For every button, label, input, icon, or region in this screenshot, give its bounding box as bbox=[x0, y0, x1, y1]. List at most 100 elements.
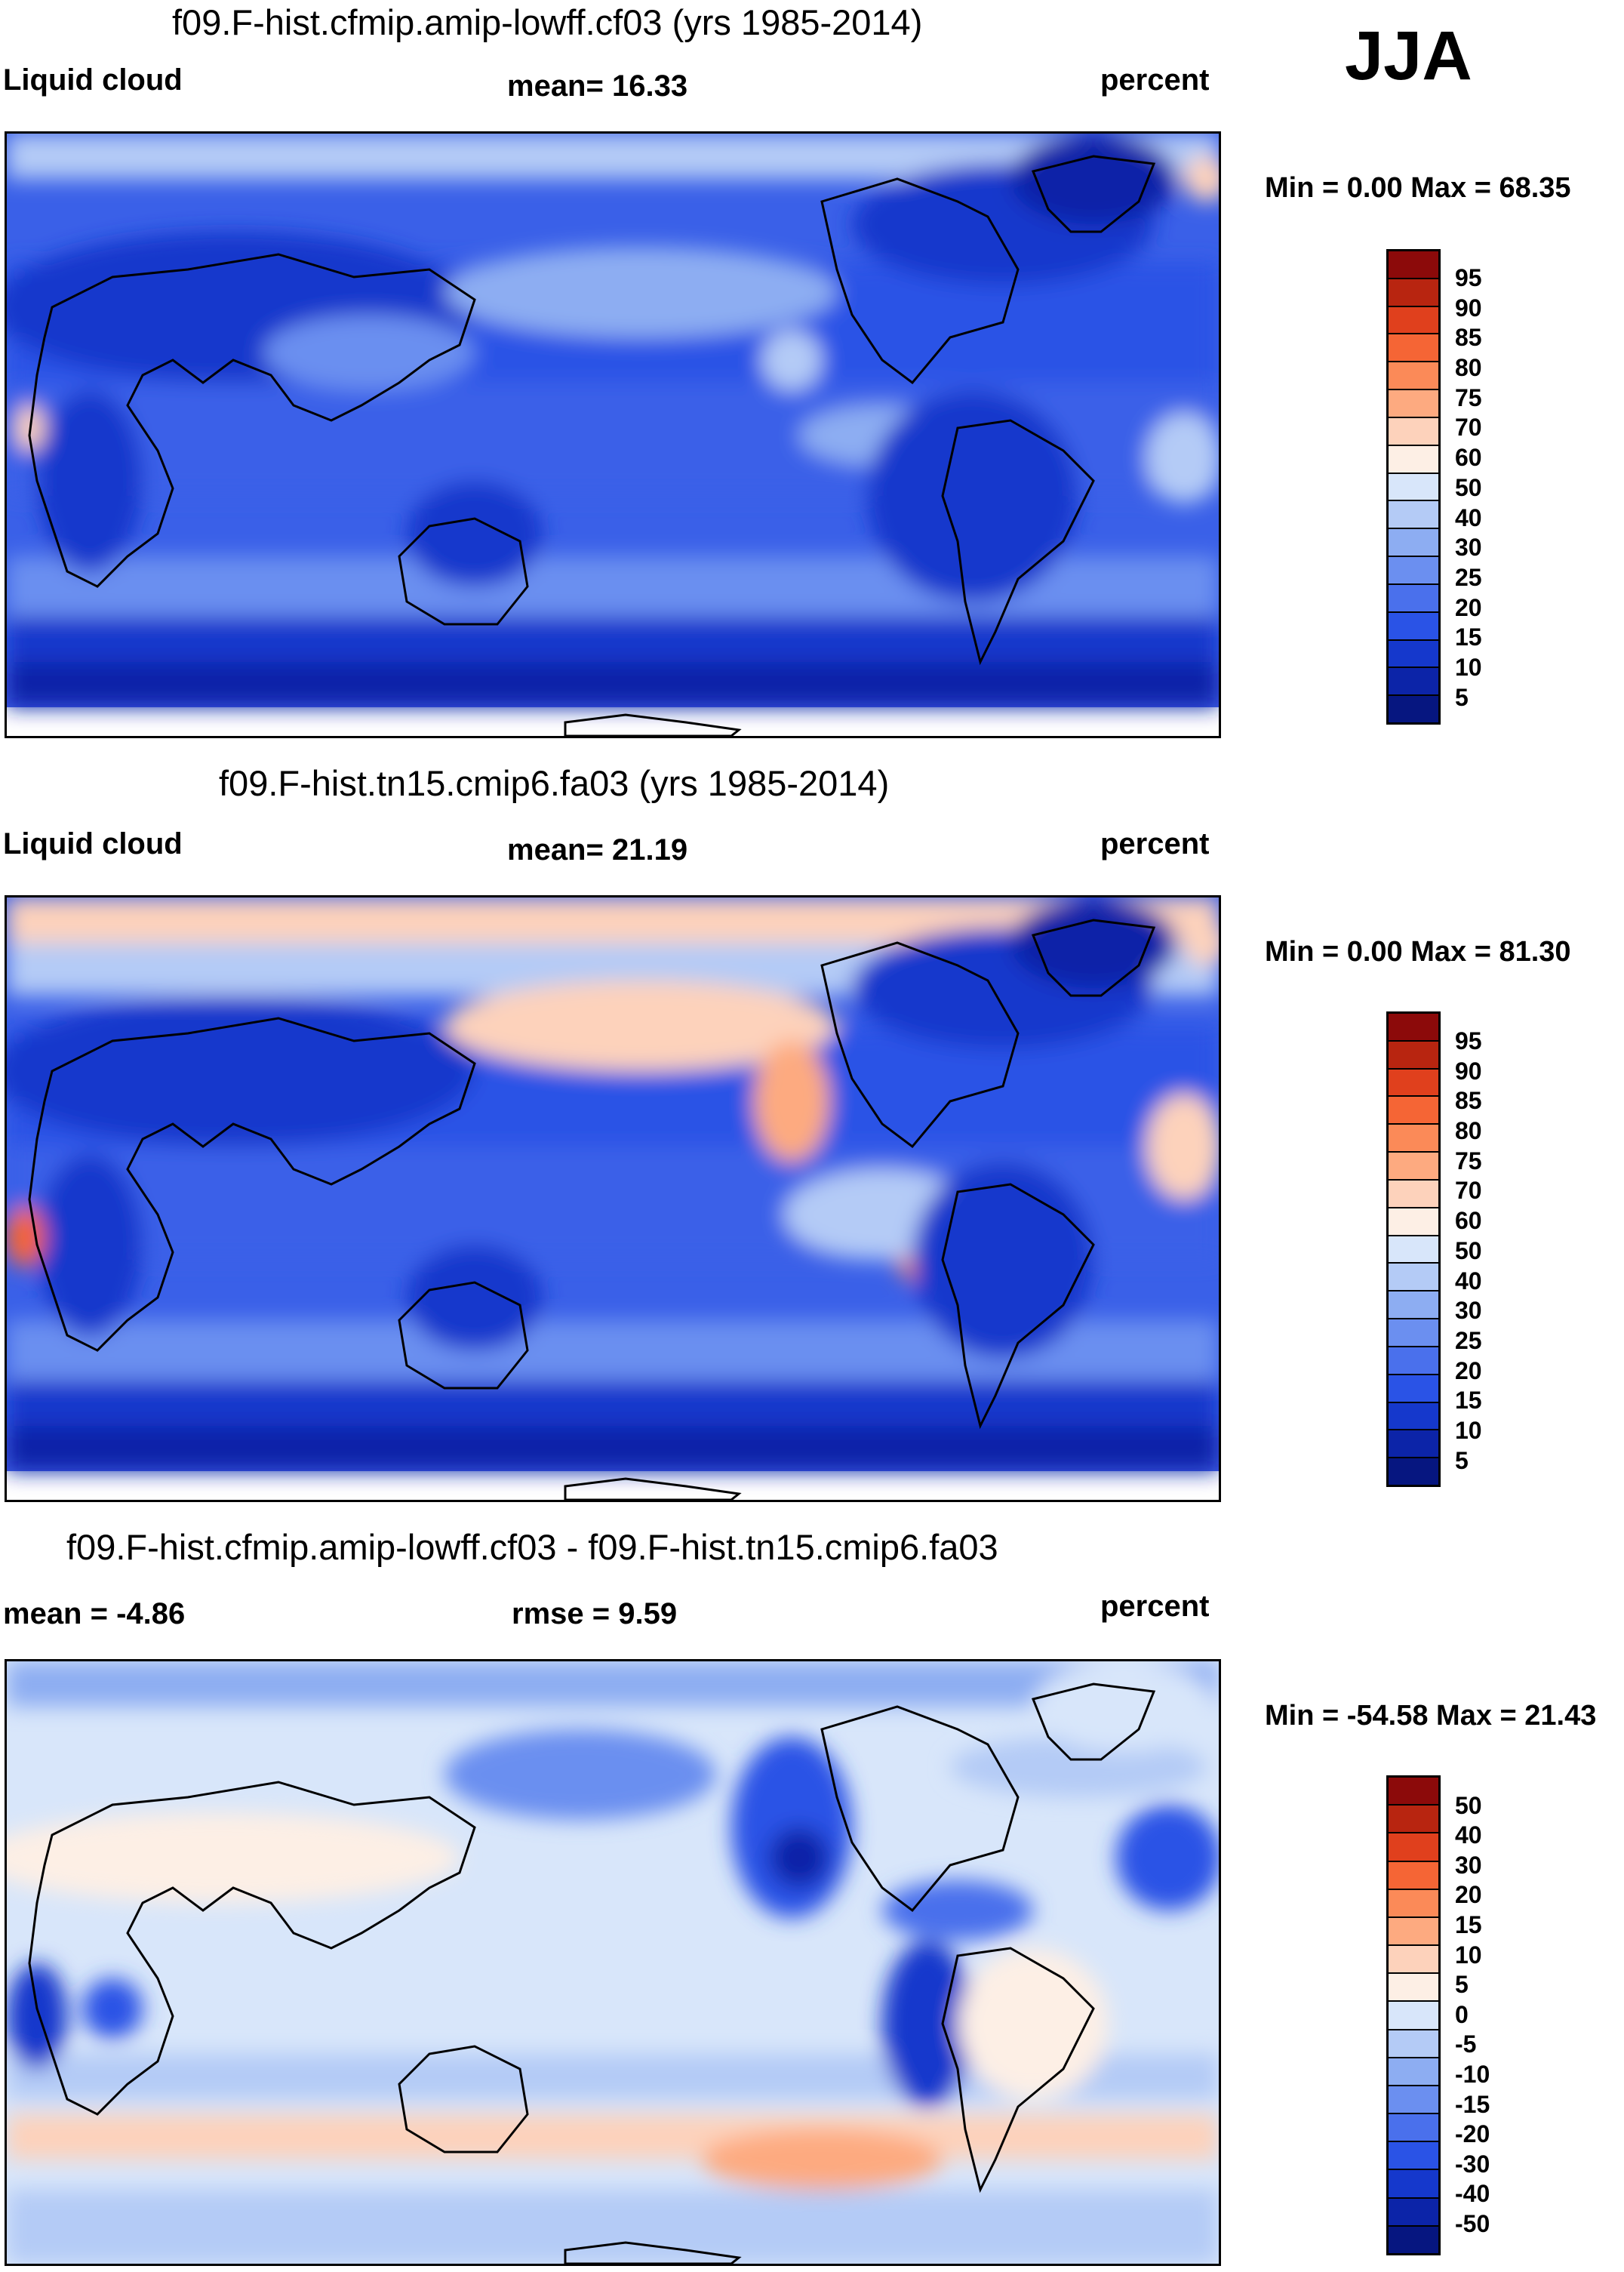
panel-1-mean-label: mean= 16.33 bbox=[507, 69, 688, 103]
panel-1-colorbar-tick: 75 bbox=[1455, 384, 1482, 411]
panel-3-colorbar-tick: -15 bbox=[1455, 2091, 1490, 2118]
panel-1-colorbar-swatch bbox=[1389, 334, 1438, 363]
panel-1-colorbar-swatch bbox=[1389, 362, 1438, 391]
panel-2-colorbar-swatch bbox=[1389, 1153, 1438, 1181]
panel-1-colorbar-tick: 80 bbox=[1455, 354, 1482, 381]
panel-2-colorbar-swatch bbox=[1389, 1014, 1438, 1042]
panel-2-colorbar-swatch bbox=[1389, 1069, 1438, 1098]
panel-2-colorbar-tick: 75 bbox=[1455, 1147, 1482, 1174]
panel-3-colorbar-tick: -50 bbox=[1455, 2210, 1490, 2237]
panel-2-colorbar-tick: 15 bbox=[1455, 1387, 1482, 1414]
panel-3-colorbar-tick: -5 bbox=[1455, 2030, 1477, 2058]
panel-1-colorbar-tick: 25 bbox=[1455, 564, 1482, 591]
panel-1-colorbar-swatch bbox=[1389, 668, 1438, 697]
panel-1-colorbar-swatch bbox=[1389, 279, 1438, 307]
panel-3-colorbar-tick: 30 bbox=[1455, 1852, 1482, 1879]
panel-1-colorbar-tick: 15 bbox=[1455, 623, 1482, 651]
panel-2-colorbar-tick: 85 bbox=[1455, 1087, 1482, 1114]
panel-3-colorbar-tick: 40 bbox=[1455, 1821, 1482, 1849]
panel-2-map bbox=[5, 895, 1221, 1502]
panel-3-colorbar-swatch bbox=[1389, 1778, 1438, 1806]
panel-1-colorbar-swatch bbox=[1389, 529, 1438, 558]
panel-3-colorbar-tick: -20 bbox=[1455, 2120, 1490, 2147]
panel-2-colorbar-swatch bbox=[1389, 1319, 1438, 1347]
panel-3-colorbar-swatch bbox=[1389, 1917, 1438, 1947]
panel-2-colorbar-swatch bbox=[1389, 1347, 1438, 1375]
panel-2-colorbar-tick: 50 bbox=[1455, 1237, 1482, 1264]
panel-2-mean-label: mean= 21.19 bbox=[507, 833, 688, 867]
panel-2-colorbar-swatch bbox=[1389, 1180, 1438, 1208]
panel-2-colorbar-tick: 30 bbox=[1455, 1297, 1482, 1324]
panel-3-colorbar-swatch bbox=[1389, 1974, 1438, 2003]
panel-3-colorbar-tick: 0 bbox=[1455, 2001, 1469, 2028]
panel-1-colorbar-tick: 85 bbox=[1455, 324, 1482, 351]
panel-2-colorbar-swatch bbox=[1389, 1125, 1438, 1153]
panel-2-colorbar-swatch bbox=[1389, 1402, 1438, 1431]
panel-1-colorbar-tick: 60 bbox=[1455, 444, 1482, 471]
season-label: JJA bbox=[1345, 17, 1472, 94]
panel-1-colorbar-swatch bbox=[1389, 612, 1438, 641]
panel-2-colorbar-swatch bbox=[1389, 1458, 1438, 1485]
panel-1-colorbar-swatch bbox=[1389, 557, 1438, 585]
panel-1-colorbar-swatch bbox=[1389, 584, 1438, 613]
panel-3-colorbar-tick: -10 bbox=[1455, 2061, 1490, 2088]
panel-2-colorbar-swatch bbox=[1389, 1291, 1438, 1320]
panel-3-colorbar-swatch bbox=[1389, 2058, 1438, 2086]
panel-2-colorbar-tick: 5 bbox=[1455, 1447, 1469, 1474]
panel-1-colorbar-swatch bbox=[1389, 640, 1438, 669]
panel-3-colorbar-tick: -30 bbox=[1455, 2150, 1490, 2178]
panel-1-colorbar-tick: 30 bbox=[1455, 534, 1482, 561]
panel-3-colorbar-tick: 50 bbox=[1455, 1792, 1482, 1819]
panel-3-minmax: Min = -54.58 Max = 21.43 bbox=[1265, 1700, 1597, 1732]
panel-1-colorbar-tick: 5 bbox=[1455, 684, 1469, 711]
panel-3-colorbar-swatch bbox=[1389, 2198, 1438, 2227]
panel-2-colorbar-tick: 10 bbox=[1455, 1417, 1482, 1444]
panel-1-colorbar-swatch bbox=[1389, 473, 1438, 502]
panel-3-rmse-label: rmse = 9.59 bbox=[512, 1597, 678, 1630]
panel-2-colorbar-tick: 80 bbox=[1455, 1117, 1482, 1144]
panel-1-colorbar-tick: 95 bbox=[1455, 264, 1482, 291]
panel-1-colorbar-swatch bbox=[1389, 251, 1438, 279]
panel-1-colorbar bbox=[1386, 249, 1441, 725]
panel-3-colorbar-swatch bbox=[1389, 2226, 1438, 2253]
panel-2-colorbar-tick: 25 bbox=[1455, 1327, 1482, 1354]
panel-1-colorbar-tick: 70 bbox=[1455, 414, 1482, 441]
panel-1-colorbar-tick: 10 bbox=[1455, 654, 1482, 681]
panel-1-colorbar-tick: 40 bbox=[1455, 504, 1482, 531]
panel-1-colorbar-swatch bbox=[1389, 306, 1438, 335]
panel-3-colorbar bbox=[1386, 1775, 1441, 2255]
panel-2-colorbar bbox=[1386, 1011, 1441, 1487]
panel-1-colorbar-swatch bbox=[1389, 696, 1438, 723]
panel-3-title: f09.F-hist.cfmip.amip-lowff.cf03 - f09.F… bbox=[66, 1527, 998, 1567]
panel-1-colorbar-tick: 20 bbox=[1455, 594, 1482, 621]
panel-3-map bbox=[5, 1659, 1221, 2266]
panel-3-colorbar-swatch bbox=[1389, 2170, 1438, 2199]
panel-1-colorbar-tick: 50 bbox=[1455, 474, 1482, 501]
panel-1-title: f09.F-hist.cfmip.amip-lowff.cf03 (yrs 19… bbox=[172, 2, 923, 42]
panel-1-coastlines bbox=[28, 155, 1156, 736]
panel-2-colorbar-swatch bbox=[1389, 1264, 1438, 1292]
panel-1-colorbar-swatch bbox=[1389, 501, 1438, 530]
panel-3-coastlines bbox=[28, 1682, 1156, 2264]
panel-1-minmax: Min = 0.00 Max = 68.35 bbox=[1265, 172, 1571, 204]
panel-3-colorbar-swatch bbox=[1389, 1861, 1438, 1890]
panel-2-colorbar-swatch bbox=[1389, 1041, 1438, 1070]
panel-3-map-canvas bbox=[7, 1661, 1219, 2264]
panel-3-colorbar-tick: -40 bbox=[1455, 2180, 1490, 2207]
panel-1-variable-label: Liquid cloud bbox=[3, 63, 183, 97]
panel-3-colorbar-tick: 20 bbox=[1455, 1881, 1482, 1908]
panel-2-coastlines bbox=[28, 919, 1156, 1500]
panel-3-colorbar-swatch bbox=[1389, 1833, 1438, 1862]
panel-3-colorbar-swatch bbox=[1389, 1889, 1438, 1918]
panel-1-map bbox=[5, 131, 1221, 738]
panel-3-mean-label: mean = -4.86 bbox=[3, 1597, 186, 1630]
panel-3-colorbar-tick: 10 bbox=[1455, 1941, 1482, 1969]
panel-2-colorbar-tick: 20 bbox=[1455, 1357, 1482, 1384]
panel-3-colorbar-swatch bbox=[1389, 2002, 1438, 2030]
panel-3-colorbar-swatch bbox=[1389, 1946, 1438, 1975]
panel-2-colorbar-tick: 95 bbox=[1455, 1027, 1482, 1054]
panel-3-units-label: percent bbox=[1100, 1590, 1210, 1623]
panel-3-colorbar-tick: 15 bbox=[1455, 1911, 1482, 1938]
panel-2-units-label: percent bbox=[1100, 827, 1210, 860]
